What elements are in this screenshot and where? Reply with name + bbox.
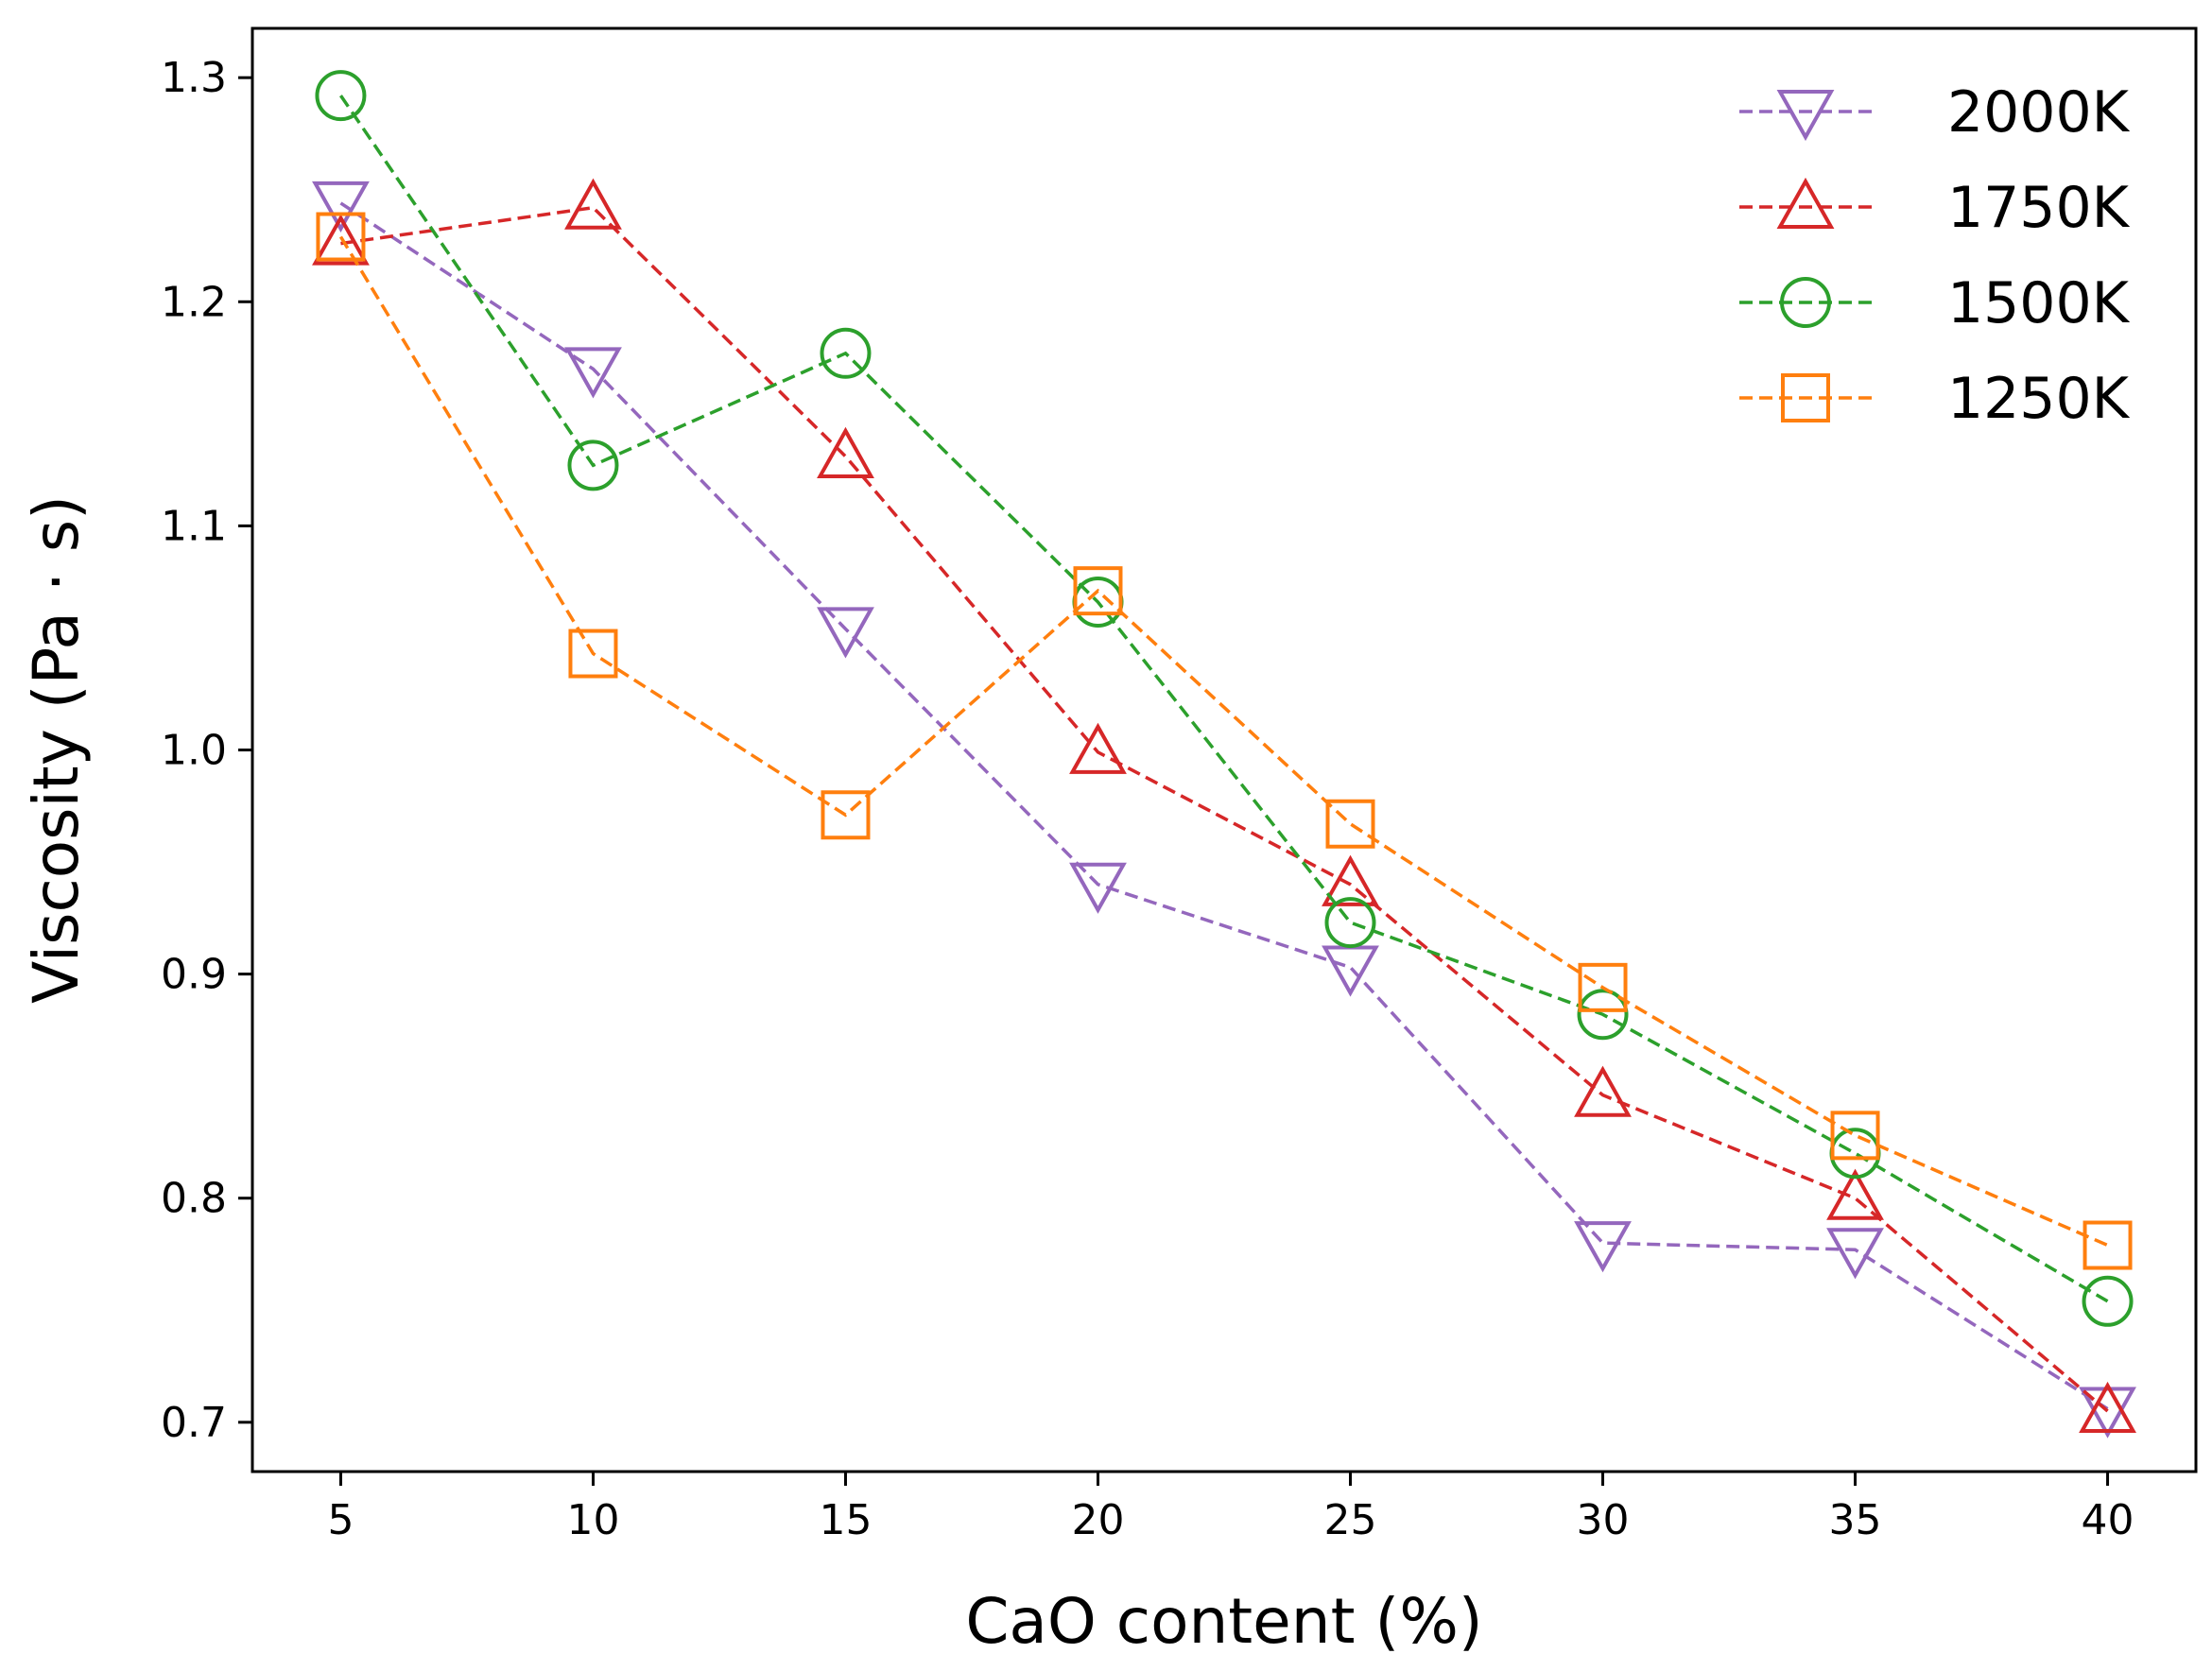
data-point-square: [2082, 1220, 2133, 1270]
series-line: [339, 201, 2109, 1411]
legend-item: 1250K: [1739, 366, 2131, 432]
x-tick-label: 5: [327, 1496, 354, 1544]
x-tick-label: 20: [1071, 1496, 1124, 1544]
data-point-circle: [2082, 1275, 2134, 1327]
data-point-triangle-up: [312, 214, 370, 266]
y-tick-label: 1.2: [161, 278, 227, 326]
legend-item: 2000K: [1739, 79, 2131, 146]
data-point-triangle-up: [1322, 854, 1379, 906]
legend: 2000K 1750K 1500K 1250K: [1739, 79, 2131, 432]
data-point-triangle-up: [1069, 722, 1127, 774]
x-tick-label: 10: [566, 1496, 619, 1544]
legend-marker-triangle-up: [1776, 177, 1835, 230]
y-tick-label: 1.0: [161, 727, 227, 775]
legend-label: 1750K: [1947, 175, 2131, 241]
x-axis: 5 10 15 20 25 30 35 40: [327, 1472, 2134, 1544]
data-point-triangle-up: [817, 426, 874, 478]
legend-marker-square: [1781, 373, 1830, 422]
x-tick-label: 40: [2082, 1496, 2134, 1544]
data-point-triangle-down: [312, 181, 370, 233]
x-tick-label: 15: [819, 1496, 872, 1544]
x-tick-label: 35: [1829, 1496, 1882, 1544]
legend-label: 2000K: [1947, 79, 2131, 146]
data-point-square: [316, 212, 366, 262]
data-point-triangle-up: [2079, 1381, 2136, 1434]
y-tick-label: 1.1: [161, 502, 227, 550]
series-2000K: [312, 181, 2136, 1438]
data-point-triangle-up: [1826, 1168, 1884, 1220]
data-point-square: [1578, 962, 1628, 1012]
data-point-square: [568, 629, 618, 679]
data-point-triangle-down: [817, 607, 874, 659]
data-point-circle: [1324, 897, 1376, 949]
y-tick-label: 0.9: [161, 951, 227, 999]
series-line: [340, 205, 2109, 1413]
data-point-square: [1830, 1111, 1880, 1161]
series-1750K: [312, 178, 2136, 1434]
data-point-circle: [315, 70, 367, 122]
legend-item: 1500K: [1739, 270, 2131, 336]
series-line: [338, 235, 2109, 1248]
data-point-circle: [567, 439, 619, 491]
data-point-triangle-down: [564, 347, 622, 399]
y-axis-title: Viscosity (Pa · s): [20, 495, 93, 1004]
y-tick-label: 0.7: [161, 1399, 227, 1447]
data-point-triangle-down: [1826, 1228, 1884, 1280]
data-point-circle: [1577, 989, 1629, 1041]
data-point-square: [1325, 799, 1375, 849]
series-line: [339, 95, 2109, 1303]
data-point-circle: [820, 327, 872, 379]
legend-label: 1250K: [1947, 366, 2131, 432]
y-axis: 0.7 0.8 0.9 1.0 1.1 1.2 1.3: [161, 54, 252, 1447]
x-tick-label: 25: [1324, 1496, 1377, 1544]
legend-marker-triangle-down: [1776, 89, 1835, 142]
y-tick-label: 0.8: [161, 1175, 227, 1223]
legend-item: 1750K: [1739, 175, 2131, 241]
plot-area: [251, 26, 2198, 1473]
x-tick-label: 30: [1577, 1496, 1630, 1544]
x-axis-title: CaO content (%): [965, 1585, 1482, 1658]
data-point-triangle-down: [1069, 862, 1127, 914]
data-point-square: [1073, 566, 1123, 616]
data-point-triangle-up: [1574, 1065, 1632, 1117]
series-1250K: [316, 212, 2133, 1270]
y-tick-label: 1.3: [161, 54, 227, 102]
data-point-triangle-up: [564, 178, 622, 230]
legend-label: 1500K: [1947, 270, 2131, 336]
data-point-triangle-down: [1574, 1221, 1632, 1273]
series-layer: [312, 70, 2136, 1438]
legend-marker-circle: [1780, 277, 1831, 328]
data-point-square: [821, 790, 871, 840]
